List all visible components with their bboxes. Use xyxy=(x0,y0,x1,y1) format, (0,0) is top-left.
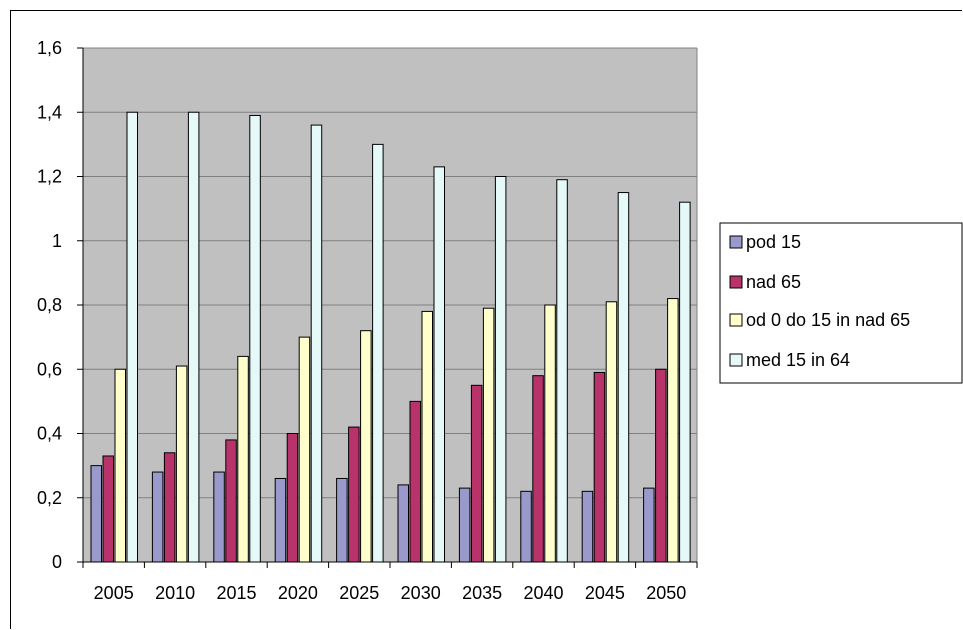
y-tick-label: 1,6 xyxy=(37,38,62,58)
bar-nad-65-2040 xyxy=(532,375,544,563)
bar-nad-65-2015 xyxy=(225,439,237,563)
bar-nad-65-2045 xyxy=(593,371,606,563)
bar-nad-65-2010 xyxy=(163,452,176,563)
x-tick-label: 2050 xyxy=(646,583,686,603)
legend-swatch xyxy=(729,313,743,327)
bar-med-15-in-64-2045 xyxy=(617,192,630,563)
chart-frame xyxy=(10,10,962,629)
bar-pod-15-2020 xyxy=(274,477,287,563)
bar-med-15-in-64-2020 xyxy=(310,124,323,563)
x-tick-label: 2010 xyxy=(155,583,195,603)
x-tick-label: 2030 xyxy=(401,583,441,603)
legend-label: med 15 in 64 xyxy=(746,350,850,370)
bar-nad-65-2020 xyxy=(286,433,299,563)
x-tick-label: 2025 xyxy=(339,583,379,603)
bar-od-0-do-15-in-nad-65-2040 xyxy=(544,304,556,563)
legend-label: pod 15 xyxy=(746,232,801,252)
bar-od-0-do-15-in-nad-65-2015 xyxy=(237,355,249,563)
x-tick-label: 2045 xyxy=(585,583,625,603)
y-tick-label: 0,8 xyxy=(37,295,62,315)
bar-pod-15-2015 xyxy=(213,471,225,563)
bar-od-0-do-15-in-nad-65-2050 xyxy=(667,298,679,563)
bar-od-0-do-15-in-nad-65-2045 xyxy=(605,301,618,563)
x-tick-label: 2015 xyxy=(216,583,256,603)
y-tick-label: 0,4 xyxy=(37,424,62,444)
legend-swatch xyxy=(729,275,743,289)
y-tick-label: 0 xyxy=(52,552,62,572)
bar-od-0-do-15-in-nad-65-2025 xyxy=(360,330,372,563)
bar-nad-65-2050 xyxy=(655,368,667,563)
y-axis-ticks: 0 0,2 0,4 0,6 0,8 1 1,2 1,4 1,6 xyxy=(37,38,83,572)
bar-od-0-do-15-in-nad-65-2020 xyxy=(298,336,311,563)
bar-nad-65-2030 xyxy=(409,400,421,563)
bar-med-15-in-64-2005 xyxy=(126,111,138,563)
x-tick-label: 2020 xyxy=(278,583,318,603)
y-tick-label: 1,4 xyxy=(37,102,62,122)
legend-box xyxy=(719,222,963,384)
bar-med-15-in-64-2025 xyxy=(372,143,384,563)
bar-od-0-do-15-in-nad-65-2030 xyxy=(421,310,433,563)
bar-med-15-in-64-2040 xyxy=(556,179,568,563)
bar-od-0-do-15-in-nad-65-2035 xyxy=(482,307,495,563)
bar-med-15-in-64-2030 xyxy=(433,166,445,563)
bar-pod-15-2010 xyxy=(151,471,164,563)
bar-pod-15-2025 xyxy=(336,477,348,563)
bar-med-15-in-64-2035 xyxy=(494,176,507,563)
legend[interactable]: pod 15 nad 65 od 0 do 15 in nad 65 med 15 i… xyxy=(719,222,963,384)
x-axis-ticks: 2005 2010 2015 2020 2025 2030 2035 2040 2045 2050 xyxy=(82,562,698,603)
legend-label: od 0 do 15 in nad 65 xyxy=(746,310,910,330)
y-tick-label: 1 xyxy=(52,231,62,251)
y-tick-label: 1,2 xyxy=(37,167,62,187)
legend-swatch xyxy=(729,353,743,367)
bar-nad-65-2035 xyxy=(470,384,483,563)
x-tick-label: 2040 xyxy=(523,583,563,603)
bar-nad-65-2025 xyxy=(348,426,360,563)
bar-pod-15-2005 xyxy=(90,465,102,563)
legend-label: nad 65 xyxy=(746,272,801,292)
y-tick-label: 0,2 xyxy=(37,488,62,508)
bar-med-15-in-64-2015 xyxy=(249,114,261,563)
bar-pod-15-2030 xyxy=(397,484,409,563)
y-tick-label: 0,6 xyxy=(37,359,62,379)
bar-od-0-do-15-in-nad-65-2010 xyxy=(175,365,188,563)
bar-pod-15-2045 xyxy=(581,490,594,563)
bar-med-15-in-64-2050 xyxy=(679,201,691,563)
bar-od-0-do-15-in-nad-65-2005 xyxy=(114,368,126,563)
bar-med-15-in-64-2010 xyxy=(187,111,200,563)
bars xyxy=(90,111,691,563)
bar-pod-15-2050 xyxy=(643,487,655,563)
x-tick-label: 2035 xyxy=(462,583,502,603)
bar-pod-15-2035 xyxy=(458,487,471,563)
x-tick-label: 2005 xyxy=(94,583,134,603)
legend-swatch xyxy=(729,235,743,249)
bar-pod-15-2040 xyxy=(520,490,532,563)
bar-nad-65-2005 xyxy=(102,455,114,563)
